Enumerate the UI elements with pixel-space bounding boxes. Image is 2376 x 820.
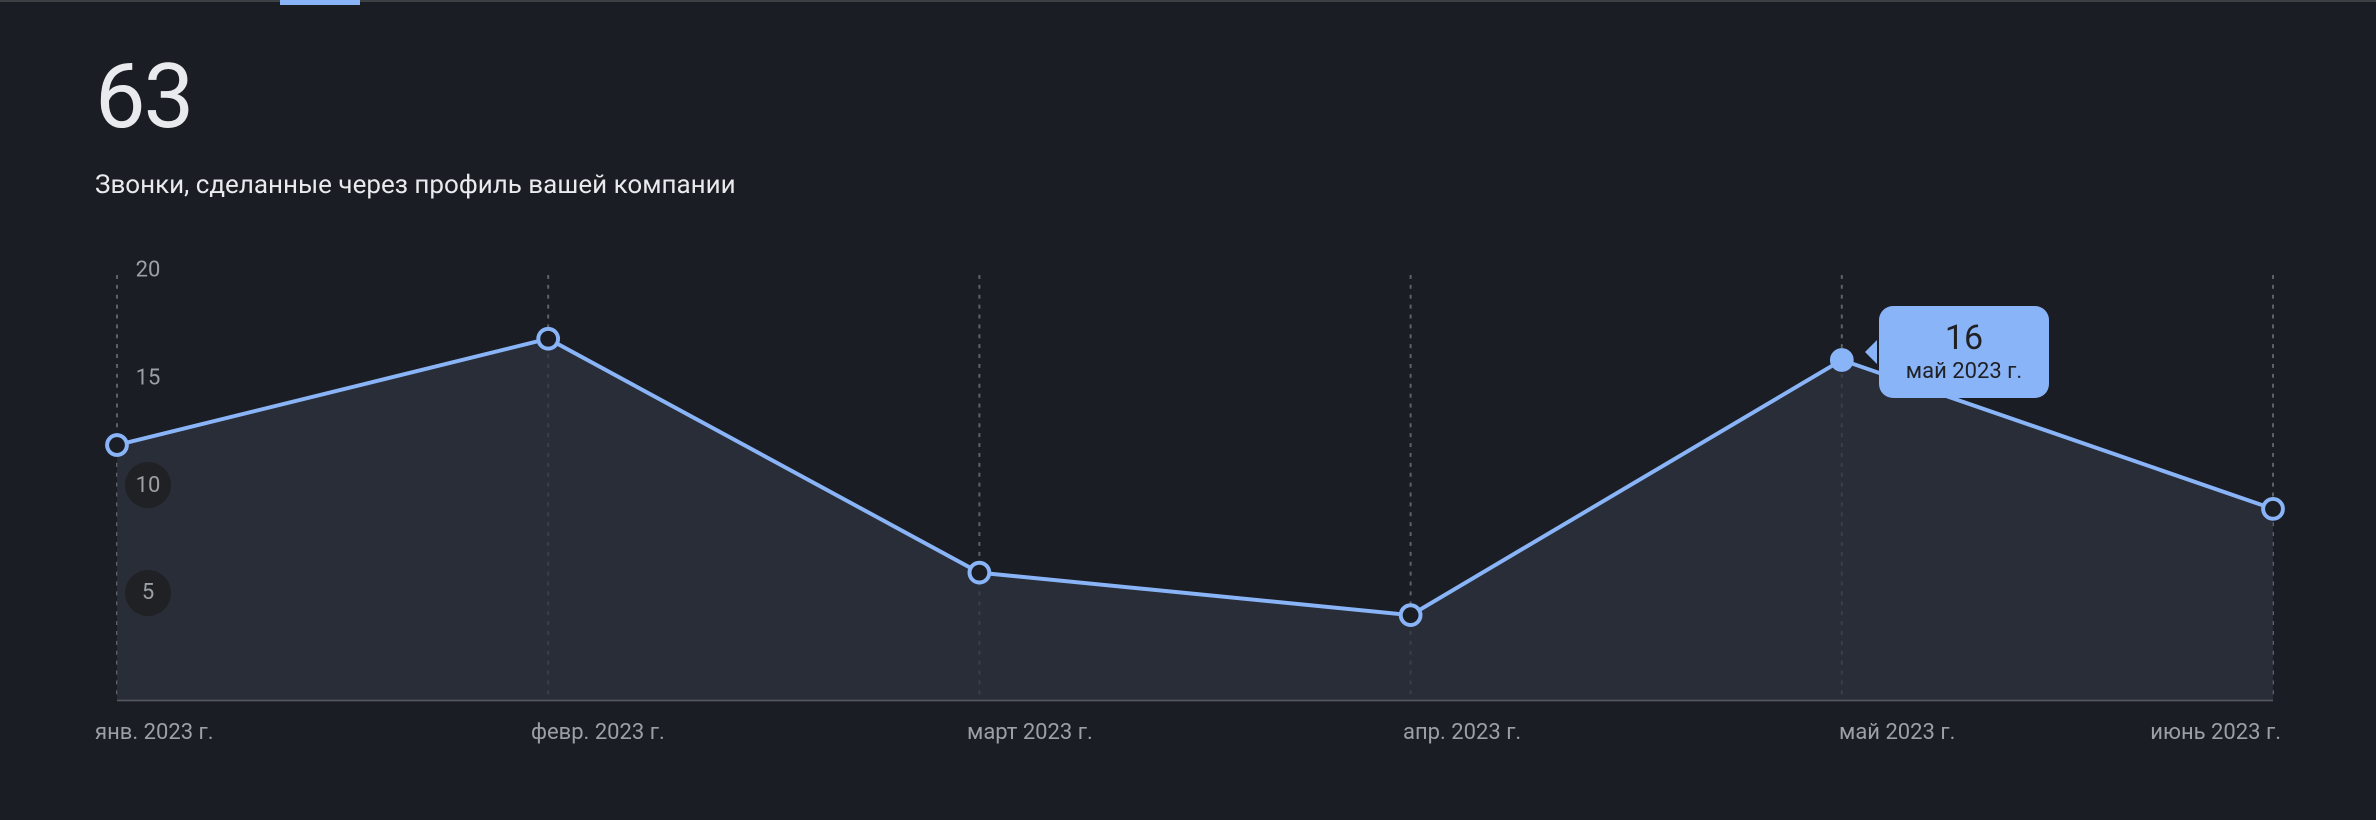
y-tick-label: 10 xyxy=(125,462,171,508)
chart-marker[interactable] xyxy=(1832,350,1852,370)
chart-marker[interactable] xyxy=(2263,499,2283,519)
y-tick-label: 15 xyxy=(125,365,171,390)
chart-tooltip: 16 май 2023 г. xyxy=(1879,306,2049,398)
line-chart[interactable]: 5101520 янв. 2023 г.февр. 2023 г.март 20… xyxy=(95,270,2281,750)
x-tick-label: июнь 2023 г. xyxy=(2150,720,2281,745)
active-tab-indicator xyxy=(280,0,360,5)
x-tick-label: февр. 2023 г. xyxy=(531,720,665,745)
tooltip-label: май 2023 г. xyxy=(1905,359,2023,384)
x-tick-label: май 2023 г. xyxy=(1839,720,1955,745)
x-tick-label: янв. 2023 г. xyxy=(95,720,214,745)
metric-subtitle: Звонки, сделанные через профиль вашей ко… xyxy=(95,170,2281,200)
chart-marker[interactable] xyxy=(970,563,990,583)
x-tick-label: март 2023 г. xyxy=(967,720,1093,745)
x-tick-label: апр. 2023 г. xyxy=(1403,720,1521,745)
metric-total: 63 xyxy=(95,52,2281,142)
y-tick-label: 5 xyxy=(125,570,171,616)
chart-marker[interactable] xyxy=(538,329,558,349)
chart-marker[interactable] xyxy=(1401,605,1421,625)
chart-panel: 63 Звонки, сделанные через профиль вашей… xyxy=(0,2,2376,750)
y-tick-label: 20 xyxy=(125,258,171,283)
tab-underline-track xyxy=(0,0,2376,2)
tooltip-value: 16 xyxy=(1905,320,2023,357)
chart-marker[interactable] xyxy=(107,435,127,455)
